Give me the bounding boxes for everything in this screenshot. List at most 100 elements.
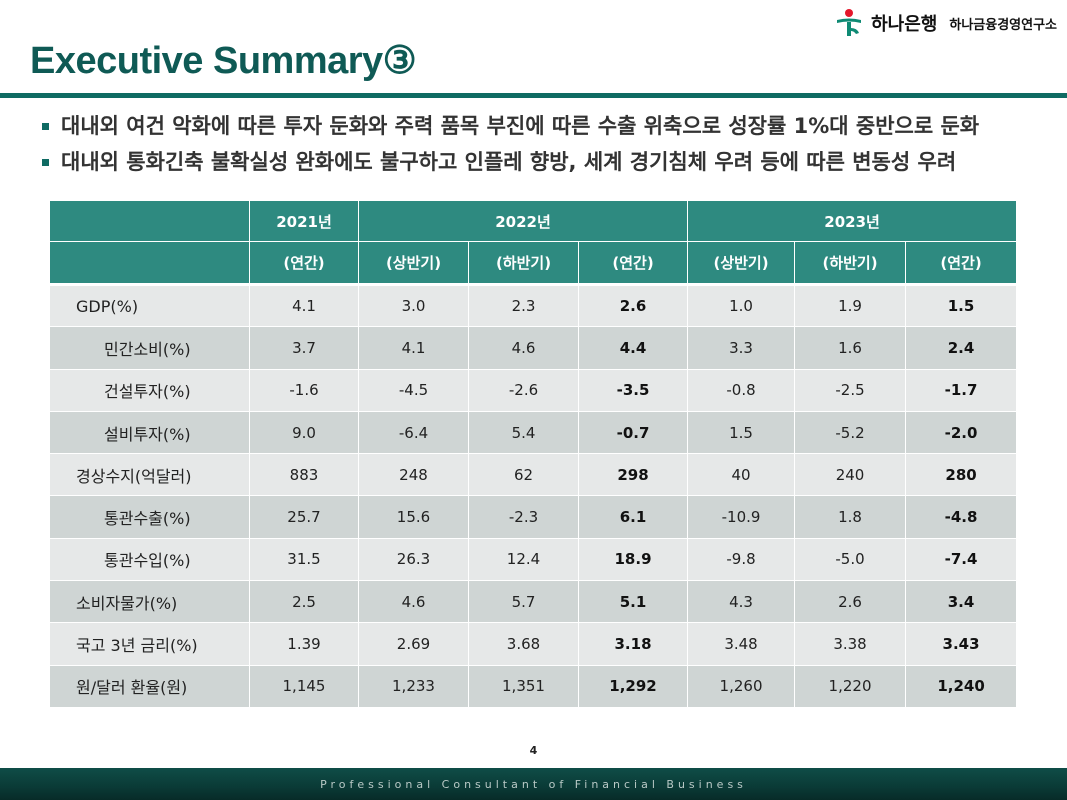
table-cell: 31.5 (249, 537, 359, 582)
table-body: GDP(%) 4.1 3.0 2.3 2.6 1.0 1.9 1.5 민간소비(%) 3.7 4.1… (49, 283, 1018, 708)
table-cell: 25.7 (249, 495, 359, 539)
bank-name: 하나은행 (871, 14, 938, 35)
table-cell: 1.8 (794, 495, 907, 539)
table-cell: 3.4 (905, 580, 1018, 624)
table-cell: 2.6 (577, 283, 689, 328)
header-period: (하반기) (468, 241, 579, 286)
table-cell: 1,351 (468, 664, 579, 708)
table-cell: 280 (905, 453, 1018, 497)
table-header-row-periods: (연간) (상반기) (하반기) (연간) (상반기) (하반기) (연간) (49, 241, 1018, 286)
table-cell: 1.5 (687, 410, 796, 455)
table-cell: 3.7 (249, 326, 359, 370)
bullet-square-icon (42, 158, 49, 166)
table-row: GDP(%) 4.1 3.0 2.3 2.6 1.0 1.9 1.5 (49, 283, 1018, 328)
bullet-item: 대내외 통화긴축 불확실성 완화에도 불구하고 인플레 향방, 세계 경기침체 … (42, 144, 979, 180)
header-period: (연간) (577, 241, 689, 286)
table-row: 민간소비(%) 3.7 4.1 4.6 4.4 3.3 1.6 2.4 (49, 326, 1018, 370)
row-label: 경상수지(억달러) (49, 453, 250, 497)
bullet-square-icon (42, 122, 49, 130)
table-cell: 1.5 (905, 283, 1018, 328)
table-cell: 883 (249, 453, 359, 497)
row-label: 통관수출(%) (49, 495, 250, 539)
table-cell: -4.5 (358, 368, 469, 412)
header-period: (상반기) (358, 241, 469, 286)
table-cell: 1,292 (577, 664, 689, 708)
title-divider (0, 93, 1067, 98)
table-cell: 4.3 (687, 580, 796, 624)
table-cell: 3.38 (794, 622, 907, 666)
table-cell: 1,220 (794, 664, 907, 708)
table-cell: 1,233 (358, 664, 469, 708)
table-cell: -0.7 (577, 410, 689, 455)
table-row: 소비자물가(%) 2.5 4.6 5.7 5.1 4.3 2.6 3.4 (49, 580, 1018, 624)
table-cell: 3.18 (577, 622, 689, 666)
table-cell: 4.1 (249, 283, 359, 328)
table-cell: -4.8 (905, 495, 1018, 539)
brand-header: 하나은행 하나금융경영연구소 (835, 8, 1057, 38)
table-row: 통관수입(%) 31.5 26.3 12.4 18.9 -9.8 -5.0 -7.4 (49, 537, 1018, 582)
table-cell: 2.6 (794, 580, 907, 624)
table-cell: 4.1 (358, 326, 469, 370)
institute-name: 하나금융경영연구소 (949, 17, 1057, 33)
table-cell: 26.3 (358, 537, 469, 582)
economic-outlook-table: 2021년 2022년 2023년 (연간) (상반기) (하반기) (연간) … (49, 200, 1018, 708)
bullet-item: 대내외 여건 악화에 따른 투자 둔화와 주력 품목 부진에 따른 수출 위축으… (42, 108, 979, 144)
hana-logo-icon (837, 9, 862, 36)
header-year-2023: 2023년 (687, 200, 1018, 242)
table-cell: 4.6 (468, 326, 579, 370)
table-cell: 4.4 (577, 326, 689, 370)
bullet-text: 대내외 통화긴축 불확실성 완화에도 불구하고 인플레 향방, 세계 경기침체 … (61, 150, 957, 174)
table-row: 원/달러 환율(원) 1,145 1,233 1,351 1,292 1,260 1,220… (49, 664, 1018, 708)
table-cell: -7.4 (905, 537, 1018, 582)
header-corner-cell (49, 200, 250, 242)
row-label: 원/달러 환율(원) (49, 664, 250, 708)
table-cell: 2.4 (905, 326, 1018, 370)
table-cell: 62 (468, 453, 579, 497)
table-cell: 3.68 (468, 622, 579, 666)
table-cell: -2.6 (468, 368, 579, 412)
bullet-text: 대내외 여건 악화에 따른 투자 둔화와 주력 품목 부진에 따른 수출 위축으… (61, 114, 980, 138)
table-cell: -1.7 (905, 368, 1018, 412)
table-cell: 3.43 (905, 622, 1018, 666)
table-cell: -3.5 (577, 368, 689, 412)
table-cell: 40 (687, 453, 796, 497)
table-cell: -10.9 (687, 495, 796, 539)
row-label: 국고 3년 금리(%) (49, 622, 250, 666)
row-label: 건설투자(%) (49, 368, 250, 412)
table-cell: 298 (577, 453, 689, 497)
table-cell: 18.9 (577, 537, 689, 582)
row-label: 통관수입(%) (49, 537, 250, 582)
table-cell: 240 (794, 453, 907, 497)
table-cell: -9.8 (687, 537, 796, 582)
table-cell: -2.5 (794, 368, 907, 412)
table-row: 설비투자(%) 9.0 -6.4 5.4 -0.7 1.5 -5.2 -2.0 (49, 410, 1018, 455)
row-label: 민간소비(%) (49, 326, 250, 370)
footer-tagline: Professional Consultant of Financial Bus… (320, 777, 747, 791)
page-title: Executive Summary③ (30, 40, 417, 82)
row-label: 설비투자(%) (49, 410, 250, 455)
footer-band: Professional Consultant of Financial Bus… (0, 768, 1067, 800)
table-cell: 1.9 (794, 283, 907, 328)
table-cell: 1.6 (794, 326, 907, 370)
table-cell: -6.4 (358, 410, 469, 455)
table-cell: 5.7 (468, 580, 579, 624)
row-label: GDP(%) (49, 283, 250, 328)
table-cell: 1,260 (687, 664, 796, 708)
table-cell: -1.6 (249, 368, 359, 412)
table-row: 국고 3년 금리(%) 1.39 2.69 3.68 3.18 3.48 3.38 3.43 (49, 622, 1018, 666)
table-cell: -0.8 (687, 368, 796, 412)
table-cell: 5.4 (468, 410, 579, 455)
header-period: (상반기) (687, 241, 796, 286)
header-period: (연간) (249, 241, 359, 286)
table-cell: 3.3 (687, 326, 796, 370)
table-cell: 3.0 (358, 283, 469, 328)
table-cell: 15.6 (358, 495, 469, 539)
table-cell: 9.0 (249, 410, 359, 455)
table-cell: -5.2 (794, 410, 907, 455)
table-cell: -5.0 (794, 537, 907, 582)
table-cell: 1,240 (905, 664, 1018, 708)
table-cell: 2.69 (358, 622, 469, 666)
table-cell: 5.1 (577, 580, 689, 624)
table-header-row-years: 2021년 2022년 2023년 (49, 200, 1018, 242)
table-cell: -2.0 (905, 410, 1018, 455)
